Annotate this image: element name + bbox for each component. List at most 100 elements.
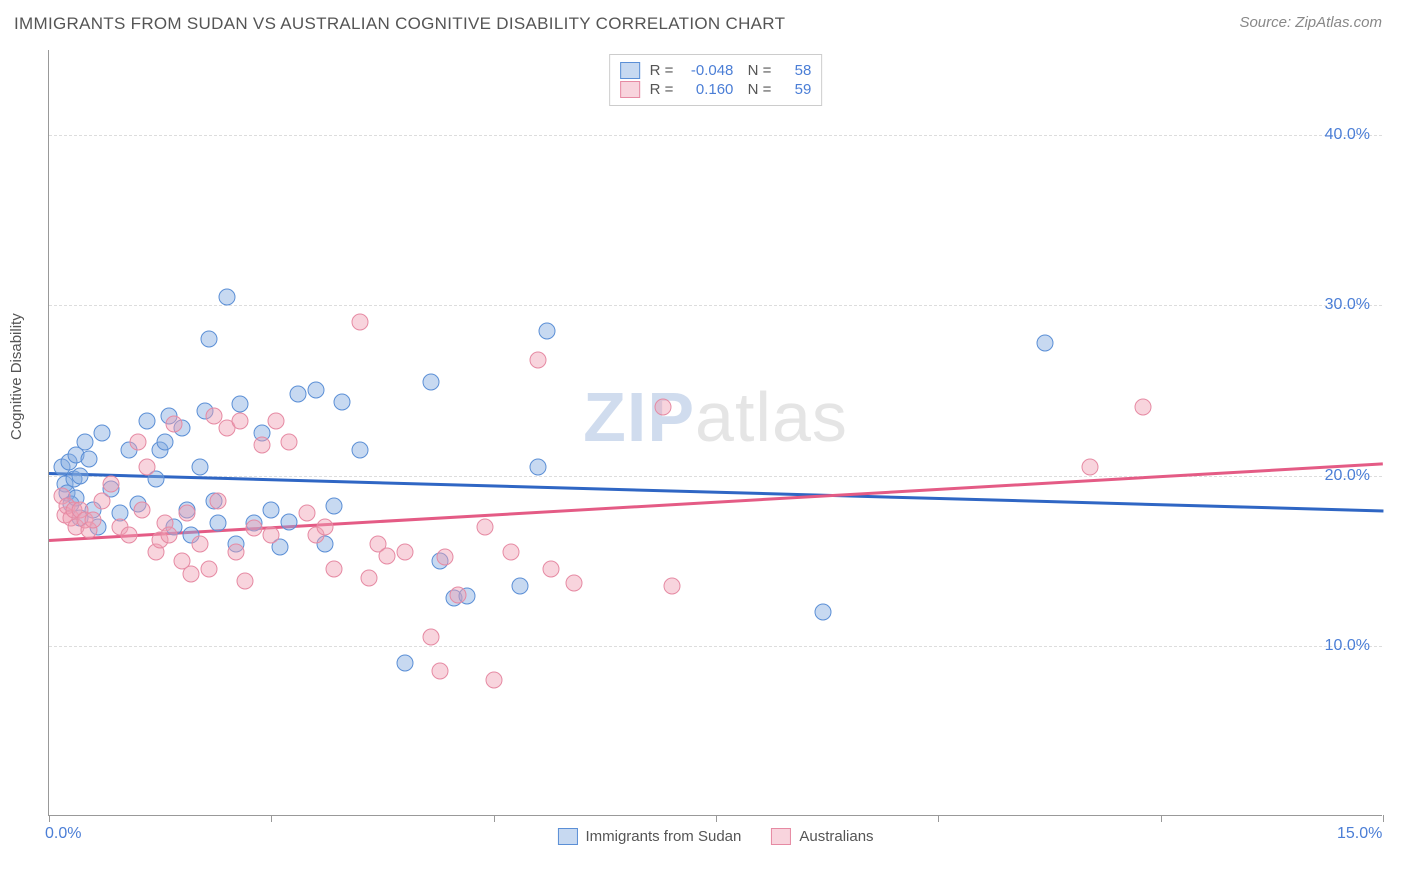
legend-bottom: Immigrants from Sudan Australians xyxy=(557,828,873,845)
watermark-zip: ZIP xyxy=(583,378,695,456)
legend-r-label: R = xyxy=(650,81,674,98)
data-point-series-1 xyxy=(423,629,440,646)
data-point-series-1 xyxy=(85,511,102,528)
legend-n-label: N = xyxy=(743,62,771,79)
data-point-series-1 xyxy=(192,535,209,552)
data-point-series-1 xyxy=(161,527,178,544)
data-point-series-0 xyxy=(512,578,529,595)
legend-bottom-swatch-1 xyxy=(771,828,791,845)
data-point-series-1 xyxy=(94,493,111,510)
watermark: ZIPatlas xyxy=(583,377,848,457)
x-tick-mark xyxy=(49,815,50,822)
data-point-series-1 xyxy=(436,549,453,566)
x-tick-mark xyxy=(716,815,717,822)
data-point-series-1 xyxy=(267,413,284,430)
y-tick-label: 30.0% xyxy=(1325,296,1370,314)
data-point-series-1 xyxy=(476,518,493,535)
data-point-series-1 xyxy=(178,505,195,522)
legend-swatch-series-0 xyxy=(620,62,640,79)
x-tick-mark xyxy=(494,815,495,822)
trendline-series-0 xyxy=(49,472,1383,512)
data-point-series-1 xyxy=(1081,459,1098,476)
y-axis-label: Cognitive Disability xyxy=(8,313,25,440)
y-tick-label: 10.0% xyxy=(1325,637,1370,655)
data-point-series-1 xyxy=(543,561,560,578)
data-point-series-1 xyxy=(263,527,280,544)
data-point-series-0 xyxy=(232,396,249,413)
data-point-series-1 xyxy=(183,566,200,583)
data-point-series-1 xyxy=(325,561,342,578)
data-point-series-1 xyxy=(352,314,369,331)
legend-row-series-1: R = 0.160 N = 59 xyxy=(620,81,812,98)
data-point-series-1 xyxy=(232,413,249,430)
data-point-series-1 xyxy=(281,433,298,450)
data-point-series-0 xyxy=(307,382,324,399)
data-point-series-1 xyxy=(129,433,146,450)
data-point-series-0 xyxy=(72,467,89,484)
x-tick-mark xyxy=(1383,815,1384,822)
gridline-horizontal xyxy=(49,305,1382,306)
legend-r-value-1: 0.160 xyxy=(683,81,733,98)
gridline-horizontal xyxy=(49,135,1382,136)
data-point-series-1 xyxy=(103,476,120,493)
data-point-series-1 xyxy=(165,416,182,433)
data-point-series-0 xyxy=(325,498,342,515)
x-tick-mark xyxy=(1161,815,1162,822)
legend-bottom-item-0: Immigrants from Sudan xyxy=(557,828,741,845)
data-point-series-1 xyxy=(121,527,138,544)
data-point-series-1 xyxy=(485,671,502,688)
plot-area: ZIPatlas R = -0.048 N = 58 R = 0.160 N =… xyxy=(48,50,1382,816)
data-point-series-0 xyxy=(138,413,155,430)
data-point-series-0 xyxy=(530,459,547,476)
data-point-series-1 xyxy=(530,351,547,368)
legend-bottom-label-1: Australians xyxy=(799,828,873,845)
data-point-series-1 xyxy=(1134,399,1151,416)
data-point-series-1 xyxy=(298,505,315,522)
data-point-series-1 xyxy=(663,578,680,595)
data-point-series-0 xyxy=(290,385,307,402)
data-point-series-1 xyxy=(361,569,378,586)
data-point-series-0 xyxy=(423,373,440,390)
data-point-series-1 xyxy=(450,586,467,603)
data-point-series-1 xyxy=(396,544,413,561)
legend-correlation-box: R = -0.048 N = 58 R = 0.160 N = 59 xyxy=(609,54,823,106)
data-point-series-0 xyxy=(281,513,298,530)
legend-row-series-0: R = -0.048 N = 58 xyxy=(620,62,812,79)
data-point-series-1 xyxy=(378,547,395,564)
x-tick-mark xyxy=(271,815,272,822)
data-point-series-0 xyxy=(209,515,226,532)
legend-r-value-0: -0.048 xyxy=(683,62,733,79)
data-point-series-0 xyxy=(263,501,280,518)
chart-container: IMMIGRANTS FROM SUDAN VS AUSTRALIAN COGN… xyxy=(0,0,1406,892)
x-tick-label: 0.0% xyxy=(45,825,81,843)
data-point-series-1 xyxy=(209,493,226,510)
data-point-series-0 xyxy=(156,433,173,450)
data-point-series-0 xyxy=(81,450,98,467)
data-point-series-0 xyxy=(334,394,351,411)
data-point-series-0 xyxy=(814,603,831,620)
legend-n-value-1: 59 xyxy=(781,81,811,98)
data-point-series-1 xyxy=(254,436,271,453)
legend-swatch-series-1 xyxy=(620,81,640,98)
data-point-series-0 xyxy=(94,425,111,442)
data-point-series-1 xyxy=(654,399,671,416)
legend-bottom-swatch-0 xyxy=(557,828,577,845)
data-point-series-1 xyxy=(503,544,520,561)
y-tick-label: 20.0% xyxy=(1325,467,1370,485)
data-point-series-1 xyxy=(227,544,244,561)
legend-bottom-label-0: Immigrants from Sudan xyxy=(585,828,741,845)
data-point-series-0 xyxy=(352,442,369,459)
y-tick-label: 40.0% xyxy=(1325,126,1370,144)
chart-title: IMMIGRANTS FROM SUDAN VS AUSTRALIAN COGN… xyxy=(14,14,785,34)
data-point-series-0 xyxy=(1037,334,1054,351)
data-point-series-1 xyxy=(134,501,151,518)
x-tick-mark xyxy=(938,815,939,822)
data-point-series-0 xyxy=(201,331,218,348)
legend-n-label: N = xyxy=(743,81,771,98)
data-point-series-1 xyxy=(138,459,155,476)
watermark-atlas: atlas xyxy=(695,378,848,456)
source-label: Source: ZipAtlas.com xyxy=(1239,14,1382,31)
data-point-series-1 xyxy=(316,518,333,535)
data-point-series-0 xyxy=(76,433,93,450)
x-tick-label: 15.0% xyxy=(1337,825,1382,843)
